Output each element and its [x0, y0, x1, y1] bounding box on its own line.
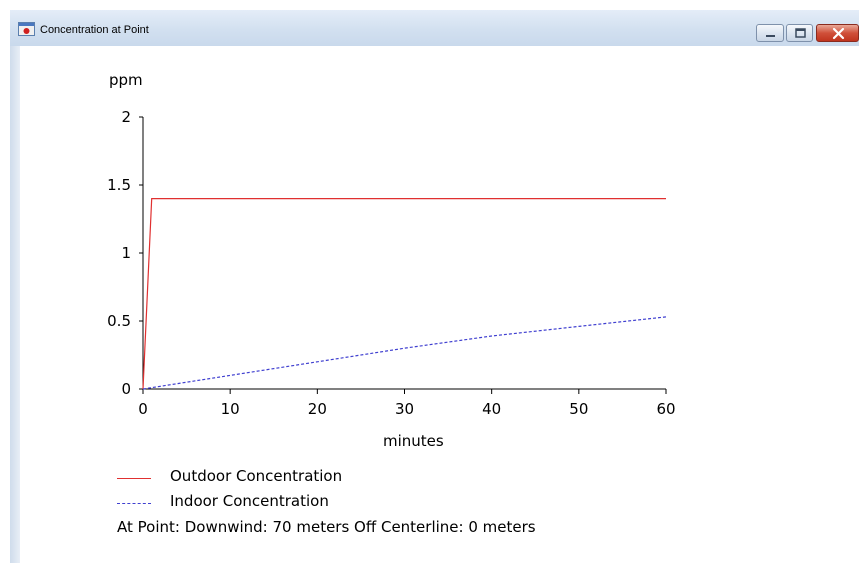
minimize-icon: [766, 35, 775, 37]
series-indoor-line: [142, 316, 667, 390]
legend-swatch-indoor: [117, 503, 151, 504]
legend-label-outdoor: Outdoor Concentration: [170, 467, 343, 485]
maximize-button[interactable]: [786, 24, 813, 42]
title-bar[interactable]: Concentration at Point: [10, 10, 859, 46]
y-tick-label: 0: [121, 380, 131, 398]
y-tick-label: 2: [121, 108, 131, 126]
x-axis-label: minutes: [383, 432, 444, 450]
point-location-status: At Point: Downwind: 70 meters Off Center…: [117, 518, 536, 536]
window-title: Concentration at Point: [40, 24, 149, 36]
x-tick-label: 0: [138, 400, 148, 418]
series-outdoor-line: [142, 198, 666, 390]
x-tick-label: 40: [482, 400, 501, 418]
legend-label-indoor: Indoor Concentration: [170, 492, 329, 510]
app-icon: [18, 22, 35, 36]
legend-swatch-outdoor: [117, 478, 151, 479]
concentration-chart: ppm minutes 0 0.5 1 1.5 2 0 10 20 30 40 50 60: [107, 71, 676, 450]
y-ticks: 0 0.5 1 1.5 2: [107, 108, 143, 398]
y-tick-label: 0.5: [107, 312, 131, 330]
y-axis-label: ppm: [109, 71, 143, 89]
close-icon: [832, 27, 845, 40]
maximize-icon: [795, 28, 806, 38]
minimize-button[interactable]: [756, 24, 784, 42]
y-tick-label: 1.5: [107, 176, 131, 194]
window: Concentration at Point ppm minutes 0 0.5 1…: [10, 10, 859, 563]
x-tick-label: 30: [395, 400, 414, 418]
x-tick-label: 50: [569, 400, 588, 418]
x-tick-label: 10: [221, 400, 240, 418]
x-tick-label: 20: [308, 400, 327, 418]
window-left-frame: [10, 10, 20, 563]
x-tick-label: 60: [656, 400, 675, 418]
series-group: [142, 198, 667, 390]
y-tick-label: 1: [121, 244, 131, 262]
x-ticks: 0 10 20 30 40 50 60: [138, 389, 676, 418]
